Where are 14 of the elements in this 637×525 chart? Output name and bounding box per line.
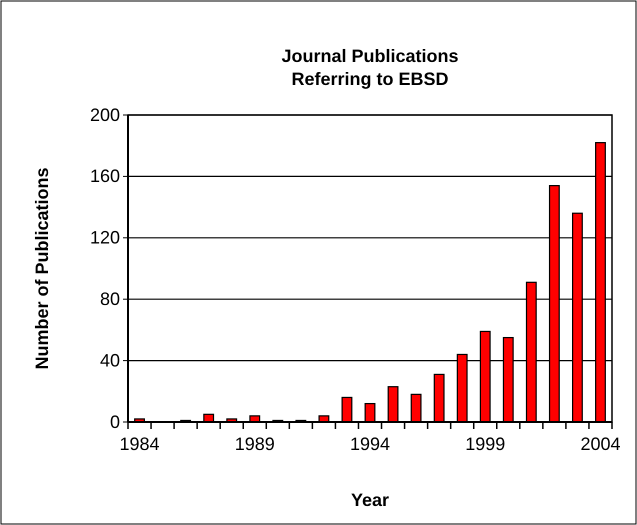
y-tick-label: 0: [110, 412, 120, 432]
y-tick-label: 40: [100, 350, 120, 370]
y-axis-title: Number of Publications: [32, 167, 52, 370]
y-tick-label: 120: [90, 228, 120, 248]
x-tick-label: 2004: [580, 434, 620, 454]
y-tick-label: 200: [90, 104, 120, 125]
x-tick-label: 1984: [120, 434, 160, 454]
x-tick-label: 1999: [465, 434, 506, 454]
y-tick-label: 80: [100, 288, 120, 309]
x-tick-label: 1994: [350, 434, 390, 454]
chart-title: Journal Publications Referring to EBSD: [281, 46, 459, 89]
x-axis-title: Year: [350, 490, 390, 510]
x-tick-label: 1989: [234, 434, 275, 454]
y-tick-label: 160: [90, 166, 120, 186]
